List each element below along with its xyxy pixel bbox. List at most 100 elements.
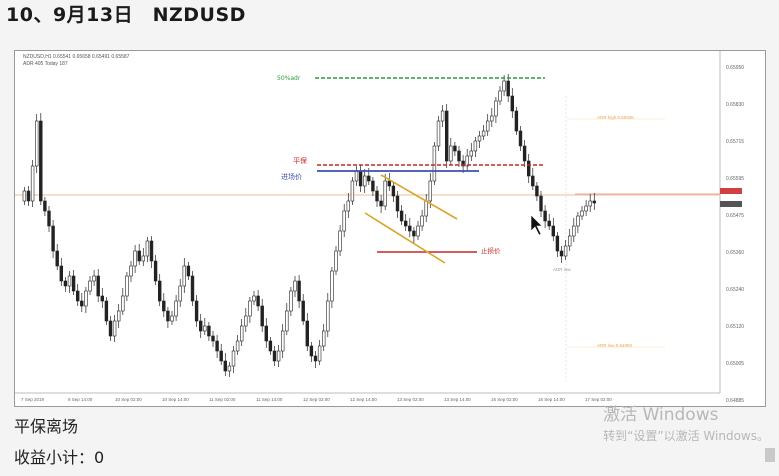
candle-body [584,205,588,212]
candle-body [182,265,186,287]
candle-body [121,295,125,312]
candle-body [51,225,55,252]
candle-body [518,130,523,147]
candle-body [453,145,457,152]
x-tick-label: 10 Sep 14:00 [162,397,189,402]
candle-body [301,300,305,322]
candle-body [30,165,35,202]
candle-body [170,315,174,322]
candle-body [449,145,453,162]
candle-body [551,225,556,237]
candle-body [219,350,223,362]
candle-body [104,300,109,322]
candle-body [100,295,105,302]
candle-body [567,235,572,247]
candle-body [207,325,211,337]
candle-body [153,260,158,282]
watermark-line2: 转到“设置”以激活 Windows。 [603,429,769,443]
candle-body [34,120,39,167]
mouse-cursor-icon [530,214,543,236]
candle-body [362,175,367,187]
candle-body [145,240,150,257]
candle-body [576,215,580,227]
adr-high-label: ADR high 0.65945 [597,115,634,120]
candle-body [96,275,100,297]
candle-body [399,210,404,222]
candle-body [248,300,252,317]
candle-body [555,235,560,252]
candle-body [535,185,539,197]
candle-body [350,180,355,202]
candle-body [43,200,47,212]
candle-body [440,110,445,122]
candle-body [490,115,494,122]
candle-body [137,250,141,262]
chart-symbol-line: NZDUSD,H1 0.65541 0.65658 0.65491 0.6558… [23,54,130,60]
candle-body [592,200,597,204]
candle-body [563,245,568,257]
candle-body [436,120,441,147]
candle-body [92,275,96,282]
candle-body [346,200,350,212]
candle-body [543,210,547,222]
candle-body [580,210,584,217]
candle-body [55,250,59,267]
candle-body [309,345,314,357]
x-tick-label: 16 Sep 14:00 [538,397,565,402]
candle-body [408,225,412,232]
candle-body [272,350,277,362]
y-tick-label: 0.65120 [726,324,744,330]
candle-body [117,310,121,322]
candle-body [371,180,375,192]
candle-body [59,265,64,282]
entry-label: 进场价 [281,172,302,181]
candle-body [428,180,432,202]
candle-body [178,285,182,302]
y-tick-label: 0.65240 [726,287,744,293]
candle-body [203,325,207,332]
page-title: 10、9月13日 NZDUSD [6,4,246,26]
candle-body [522,145,527,162]
candle-body [559,250,564,257]
candle-body [280,330,285,352]
candle-body [22,190,27,202]
candle-body [194,300,199,322]
candle-body [313,355,318,362]
candle-body [391,185,396,197]
candle-body [395,195,400,212]
price-chart[interactable]: 0.65950 0.65830 0.65715 0.65595 0.65475 0.653… [14,50,766,407]
candle-body [252,295,256,302]
candle-body [215,340,219,352]
candle-body [276,350,281,362]
low-marker-label: ADR low [553,267,571,272]
candle-body [321,330,326,347]
candle-body [129,265,133,277]
windows-activation-watermark: 激活 Windows 转到“设置”以激活 Windows。 [603,400,769,444]
candle-body [477,135,482,142]
candle-body [338,230,342,252]
candle-body [354,170,359,182]
candle-body [186,265,191,277]
candle-body [424,200,428,217]
candle-body [367,175,371,182]
chart-canvas[interactable]: 0.65950 0.65830 0.65715 0.65595 0.65475 0.653… [15,51,765,406]
candle-body [420,215,424,227]
candle-body [84,290,88,307]
candle-body [531,175,535,187]
y-tick-label: 0.65830 [726,102,744,108]
y-tick-label: 0.65475 [726,213,744,219]
y-tick-label: 0.65715 [726,139,744,145]
candle-body [485,120,490,132]
exit-text: 平保离场 [14,417,79,436]
candle-body [264,325,268,342]
channel-upper-line [380,174,458,220]
candle-body [174,300,178,317]
candle-body [80,300,84,307]
candle-body [457,150,461,162]
candle-body [112,320,117,337]
adr-low-label: ADR low 0.64950 [597,343,633,348]
x-tick-label: 11 Sep 14:00 [256,397,283,402]
x-tick-label: 9 Sep 14:00 [68,397,93,402]
candle-body [494,100,498,117]
candle-body [465,155,469,167]
